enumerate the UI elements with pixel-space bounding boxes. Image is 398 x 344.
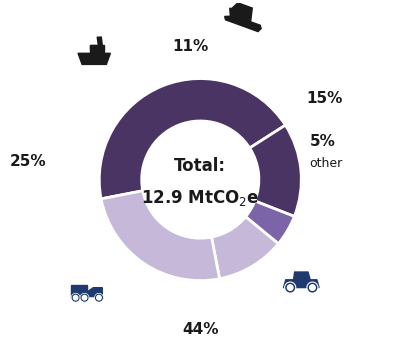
Circle shape [80, 293, 89, 302]
Polygon shape [71, 286, 87, 297]
Wedge shape [211, 217, 278, 279]
Text: Total:: Total: [174, 158, 226, 175]
Circle shape [94, 293, 103, 302]
Wedge shape [250, 125, 301, 216]
Circle shape [97, 295, 101, 300]
Circle shape [73, 295, 78, 300]
Circle shape [287, 285, 293, 290]
Polygon shape [87, 288, 102, 297]
Text: 25%: 25% [10, 154, 47, 169]
Text: 11%: 11% [172, 39, 208, 54]
Text: 12.9 MtCO$_2$e: 12.9 MtCO$_2$e [141, 188, 259, 208]
Polygon shape [225, 16, 261, 32]
Wedge shape [99, 78, 285, 199]
Polygon shape [230, 8, 240, 20]
Circle shape [285, 282, 296, 293]
Wedge shape [246, 201, 295, 244]
Polygon shape [78, 53, 110, 64]
Polygon shape [97, 37, 102, 45]
Circle shape [310, 285, 315, 290]
Polygon shape [294, 272, 310, 280]
Circle shape [82, 295, 87, 300]
Polygon shape [90, 45, 104, 53]
Text: 44%: 44% [182, 322, 219, 336]
Text: 5%: 5% [309, 134, 335, 149]
Text: 15%: 15% [306, 91, 343, 106]
Wedge shape [101, 191, 220, 281]
Polygon shape [283, 280, 319, 288]
Polygon shape [90, 45, 96, 49]
Circle shape [307, 282, 318, 293]
Circle shape [71, 293, 80, 302]
Text: other: other [309, 157, 343, 170]
Polygon shape [232, 3, 252, 25]
